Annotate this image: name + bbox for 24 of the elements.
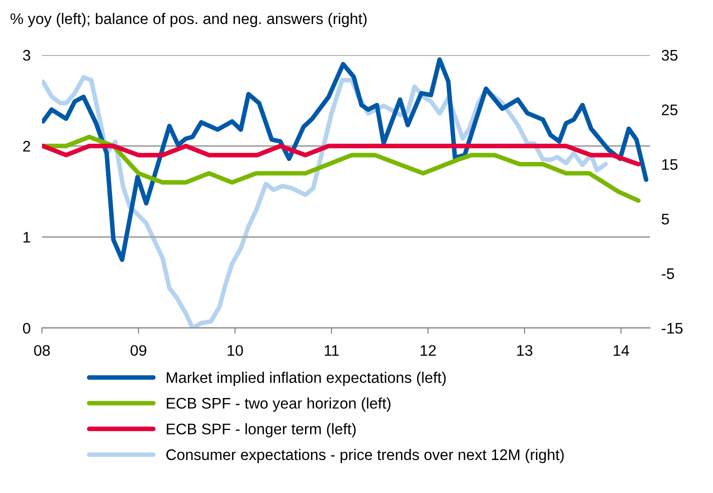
y-tick-label: 3: [22, 50, 30, 61]
legend-label: ECB SPF - longer term (left): [166, 423, 356, 438]
y2-tick-label: -15: [662, 323, 683, 334]
y2-tick-label: 15: [662, 159, 678, 170]
y2-tick-label: 5: [662, 214, 669, 224]
line-series: [42, 134, 641, 203]
y2-tick-label: 35: [662, 50, 678, 61]
legend-label: ECB SPF - two year horizon (left): [166, 397, 390, 412]
y2-tick-label: -5: [662, 268, 674, 280]
x-tick-label: 13: [517, 345, 532, 356]
legend-label: Consumer expectations - price trends over next 12M (right): [166, 448, 564, 464]
x-tick-label: 12: [420, 345, 436, 356]
y-tick-label: 1: [24, 232, 30, 243]
y-tick-label: 2: [23, 140, 30, 152]
x-tick-label: 09: [130, 345, 146, 356]
y-tick-label: 0: [22, 322, 30, 334]
y2-tick-label: 25: [662, 104, 678, 116]
x-tick-label: 11: [324, 345, 339, 356]
chart-title: % yoy (left); balance of pos. and neg. answers (right): [10, 12, 367, 28]
legend-label: Market implied inflation expectations (left): [166, 372, 446, 386]
x-tick-label: 08: [34, 345, 50, 356]
x-tick-label: 10: [228, 345, 243, 356]
x-tick-label: 14: [614, 345, 630, 356]
line-series: [42, 57, 648, 262]
